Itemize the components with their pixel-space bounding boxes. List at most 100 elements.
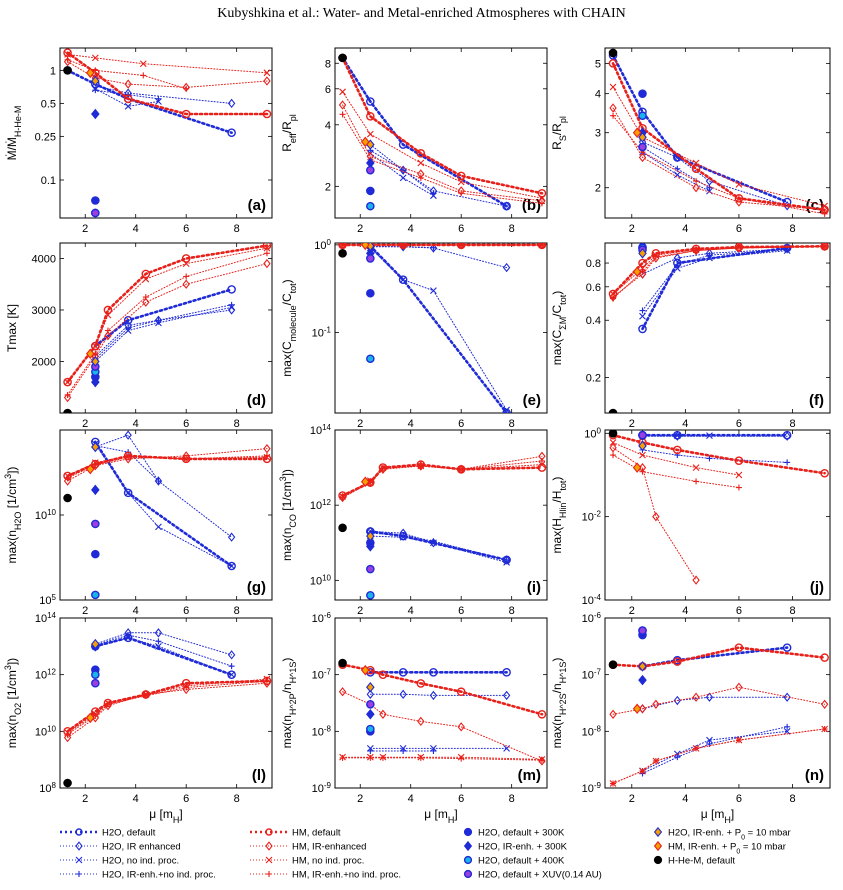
data-point-h2o-default (123, 315, 133, 325)
data-point-hm-ir-enh-no-ind-proc (417, 754, 424, 761)
legend-label-h-he-m-default: H-He-M, default (668, 856, 735, 867)
data-point-h2o-ir-enh-no-ind-proc (92, 87, 99, 94)
x-tick-label: 4 (682, 418, 688, 430)
legend-label-hm-ir-enhanced: HM, IR-enhanced (292, 842, 366, 853)
data-point-h2o-ir-enhanced (124, 430, 132, 440)
y-tick-label: 5 (595, 58, 601, 70)
data-point-h2o-no-ind-proc (124, 102, 132, 110)
y-tick-label: 1012 (310, 498, 332, 512)
marker-h-he-m-default (608, 48, 618, 58)
data-point-h2o-ir-enhanced (399, 689, 407, 700)
legend-label-hm-ir-enh-p0-10-mbar: HM, IR-enh. + P0 = 10 mbar (668, 842, 786, 856)
marker-h2o-ir-enh-p0-10-mbar (638, 661, 647, 672)
data-point-h2o-ir-enhanced (227, 532, 236, 542)
data-point-hm-default (638, 258, 647, 268)
data-point-hm-ir-enhanced (692, 692, 700, 702)
legend-marker-h2o-default-400k (463, 855, 473, 865)
data-point-hm-ir-enh-no-ind-proc (417, 463, 424, 470)
panel-letter: (e) (523, 392, 541, 409)
data-point-h2o-no-ind-proc (228, 671, 236, 679)
series-line-h2o-default (341, 56, 508, 208)
x-tick-label: 6 (458, 793, 464, 805)
plot-area (63, 48, 272, 218)
data-point-hm-no-ind-proc (64, 378, 71, 386)
series-line-hm-default (66, 51, 269, 116)
data-point-hm-ir-enh-no-ind-proc (142, 692, 149, 699)
y-tick-label: 1010 (35, 724, 57, 739)
series-line-h2o-ir-enhanced (94, 309, 233, 357)
marker-h2o-default-xuv-0-14-au (91, 208, 100, 218)
marker-h2o-default-xuv-0-14-au (366, 699, 375, 709)
data-point-hm-ir-enh-no-ind-proc (104, 327, 111, 334)
y-tick-label: 1 (50, 65, 56, 77)
legend-label-h2o-default: H2O, default (102, 828, 156, 839)
data-point-hm-no-ind-proc (609, 290, 617, 298)
series-line-h2o-default (611, 54, 789, 204)
data-point-hm-no-ind-proc (263, 244, 271, 252)
data-point-hm-ir-enhanced (379, 709, 387, 719)
marker-h2o-default-300k (366, 186, 375, 196)
marker-h2o-default-300k (91, 549, 100, 559)
legend-label-h2o-default-400k: H2O, default + 400K (478, 856, 565, 867)
data-point-hm-default (103, 305, 113, 315)
data-point-h2o-ir-enh-no-ind-proc (400, 532, 407, 539)
data-point-hm-ir-enhanced (263, 258, 271, 269)
data-point-h2o-default (502, 668, 511, 677)
plot-area (63, 430, 272, 600)
data-point-hm-default (366, 112, 375, 121)
data-point-hm-ir-enh-no-ind-proc (735, 737, 742, 744)
data-point-hm-ir-enh-no-ind-proc (263, 250, 270, 257)
panel-m: 2 4 6 8 10-9 10-8 10-7 10-6 max(nH^2P/nH^1S) μ [m… (280, 611, 548, 825)
data-point-hm-ir-enh-no-ind-proc (639, 468, 646, 475)
data-point-h2o-ir-enh-no-ind-proc (430, 190, 437, 197)
data-point-hm-ir-enh-no-ind-proc (458, 243, 465, 248)
y-axis-label: Tmax [K] (5, 304, 19, 352)
y-tick-label: 100 (314, 237, 331, 252)
panel-a: 2 4 6 8 0.1 0.25 0.5 1 Ṁ/ṀH-He-M (a) (5, 47, 273, 235)
data-point-h2o-ir-enh-no-ind-proc (639, 307, 646, 314)
data-point-hm-no-ind-proc (139, 60, 147, 68)
series-line-hm-ir-enhanced (612, 245, 826, 298)
y-tick-label: 10-7 (582, 667, 602, 682)
y-tick-label: 10-9 (312, 781, 332, 796)
data-point-hm-no-ind-proc (91, 342, 99, 350)
data-point-hm-ir-enh-no-ind-proc (379, 754, 386, 761)
data-point-h2o-ir-enh-no-ind-proc (674, 165, 681, 172)
data-point-h2o-ir-enh-no-ind-proc (125, 325, 132, 331)
y-axis-label: max(Cmolecule/Ctot) (280, 279, 298, 376)
data-point-h2o-no-ind-proc (639, 312, 646, 320)
x-tick-label: 8 (509, 605, 515, 617)
x-tick-label: 4 (408, 223, 414, 235)
data-point-hm-ir-enh-no-ind-proc (652, 254, 659, 261)
y-tick-label: 2 (595, 183, 601, 195)
panel-letter: (a) (248, 197, 266, 214)
data-point-h2o-no-ind-proc (399, 174, 407, 182)
data-point-hm-ir-enh-no-ind-proc (104, 701, 111, 708)
data-point-hm-default (734, 456, 744, 466)
marker-hm-ir-enh-p0-10-mbar (632, 127, 642, 138)
marker-h2o-default-xuv-0-14-au (638, 142, 647, 152)
data-point-h2o-ir-enh-no-ind-proc (155, 478, 162, 484)
y-tick-label: 10-2 (582, 509, 602, 524)
legend-marker-hm-default (265, 828, 273, 836)
data-point-hm-ir-enh-no-ind-proc (339, 111, 346, 118)
series-line-h2o-ir-enh-no-ind-proc (369, 149, 434, 194)
series-line-hm-default (611, 433, 826, 475)
data-point-hm-ir-enh-no-ind-proc (821, 243, 828, 250)
x-tick-label: 8 (789, 793, 795, 805)
marker-h-he-m-default (63, 493, 72, 503)
data-point-h2o-ir-enhanced (502, 690, 511, 701)
data-point-h2o-default (227, 285, 236, 294)
data-point-hm-ir-enh-no-ind-proc (693, 178, 700, 185)
data-point-hm-default (63, 48, 72, 57)
series-line-h2o-no-ind-proc (94, 443, 233, 567)
marker-hm-ir-enh-p0-10-mbar (632, 462, 642, 473)
data-point-hm-no-ind-proc (339, 88, 346, 96)
series-line-h2o-no-ind-proc (94, 637, 233, 676)
data-point-hm-no-ind-proc (735, 471, 743, 479)
marker-h2o-default-xuv-0-14-au (638, 626, 647, 635)
x-tick-label: 8 (789, 418, 795, 430)
y-tick-label: 1010 (310, 573, 332, 588)
marker-h2o-default-xuv-0-14-au (366, 165, 375, 175)
marker-h2o-default-400k (366, 724, 375, 734)
